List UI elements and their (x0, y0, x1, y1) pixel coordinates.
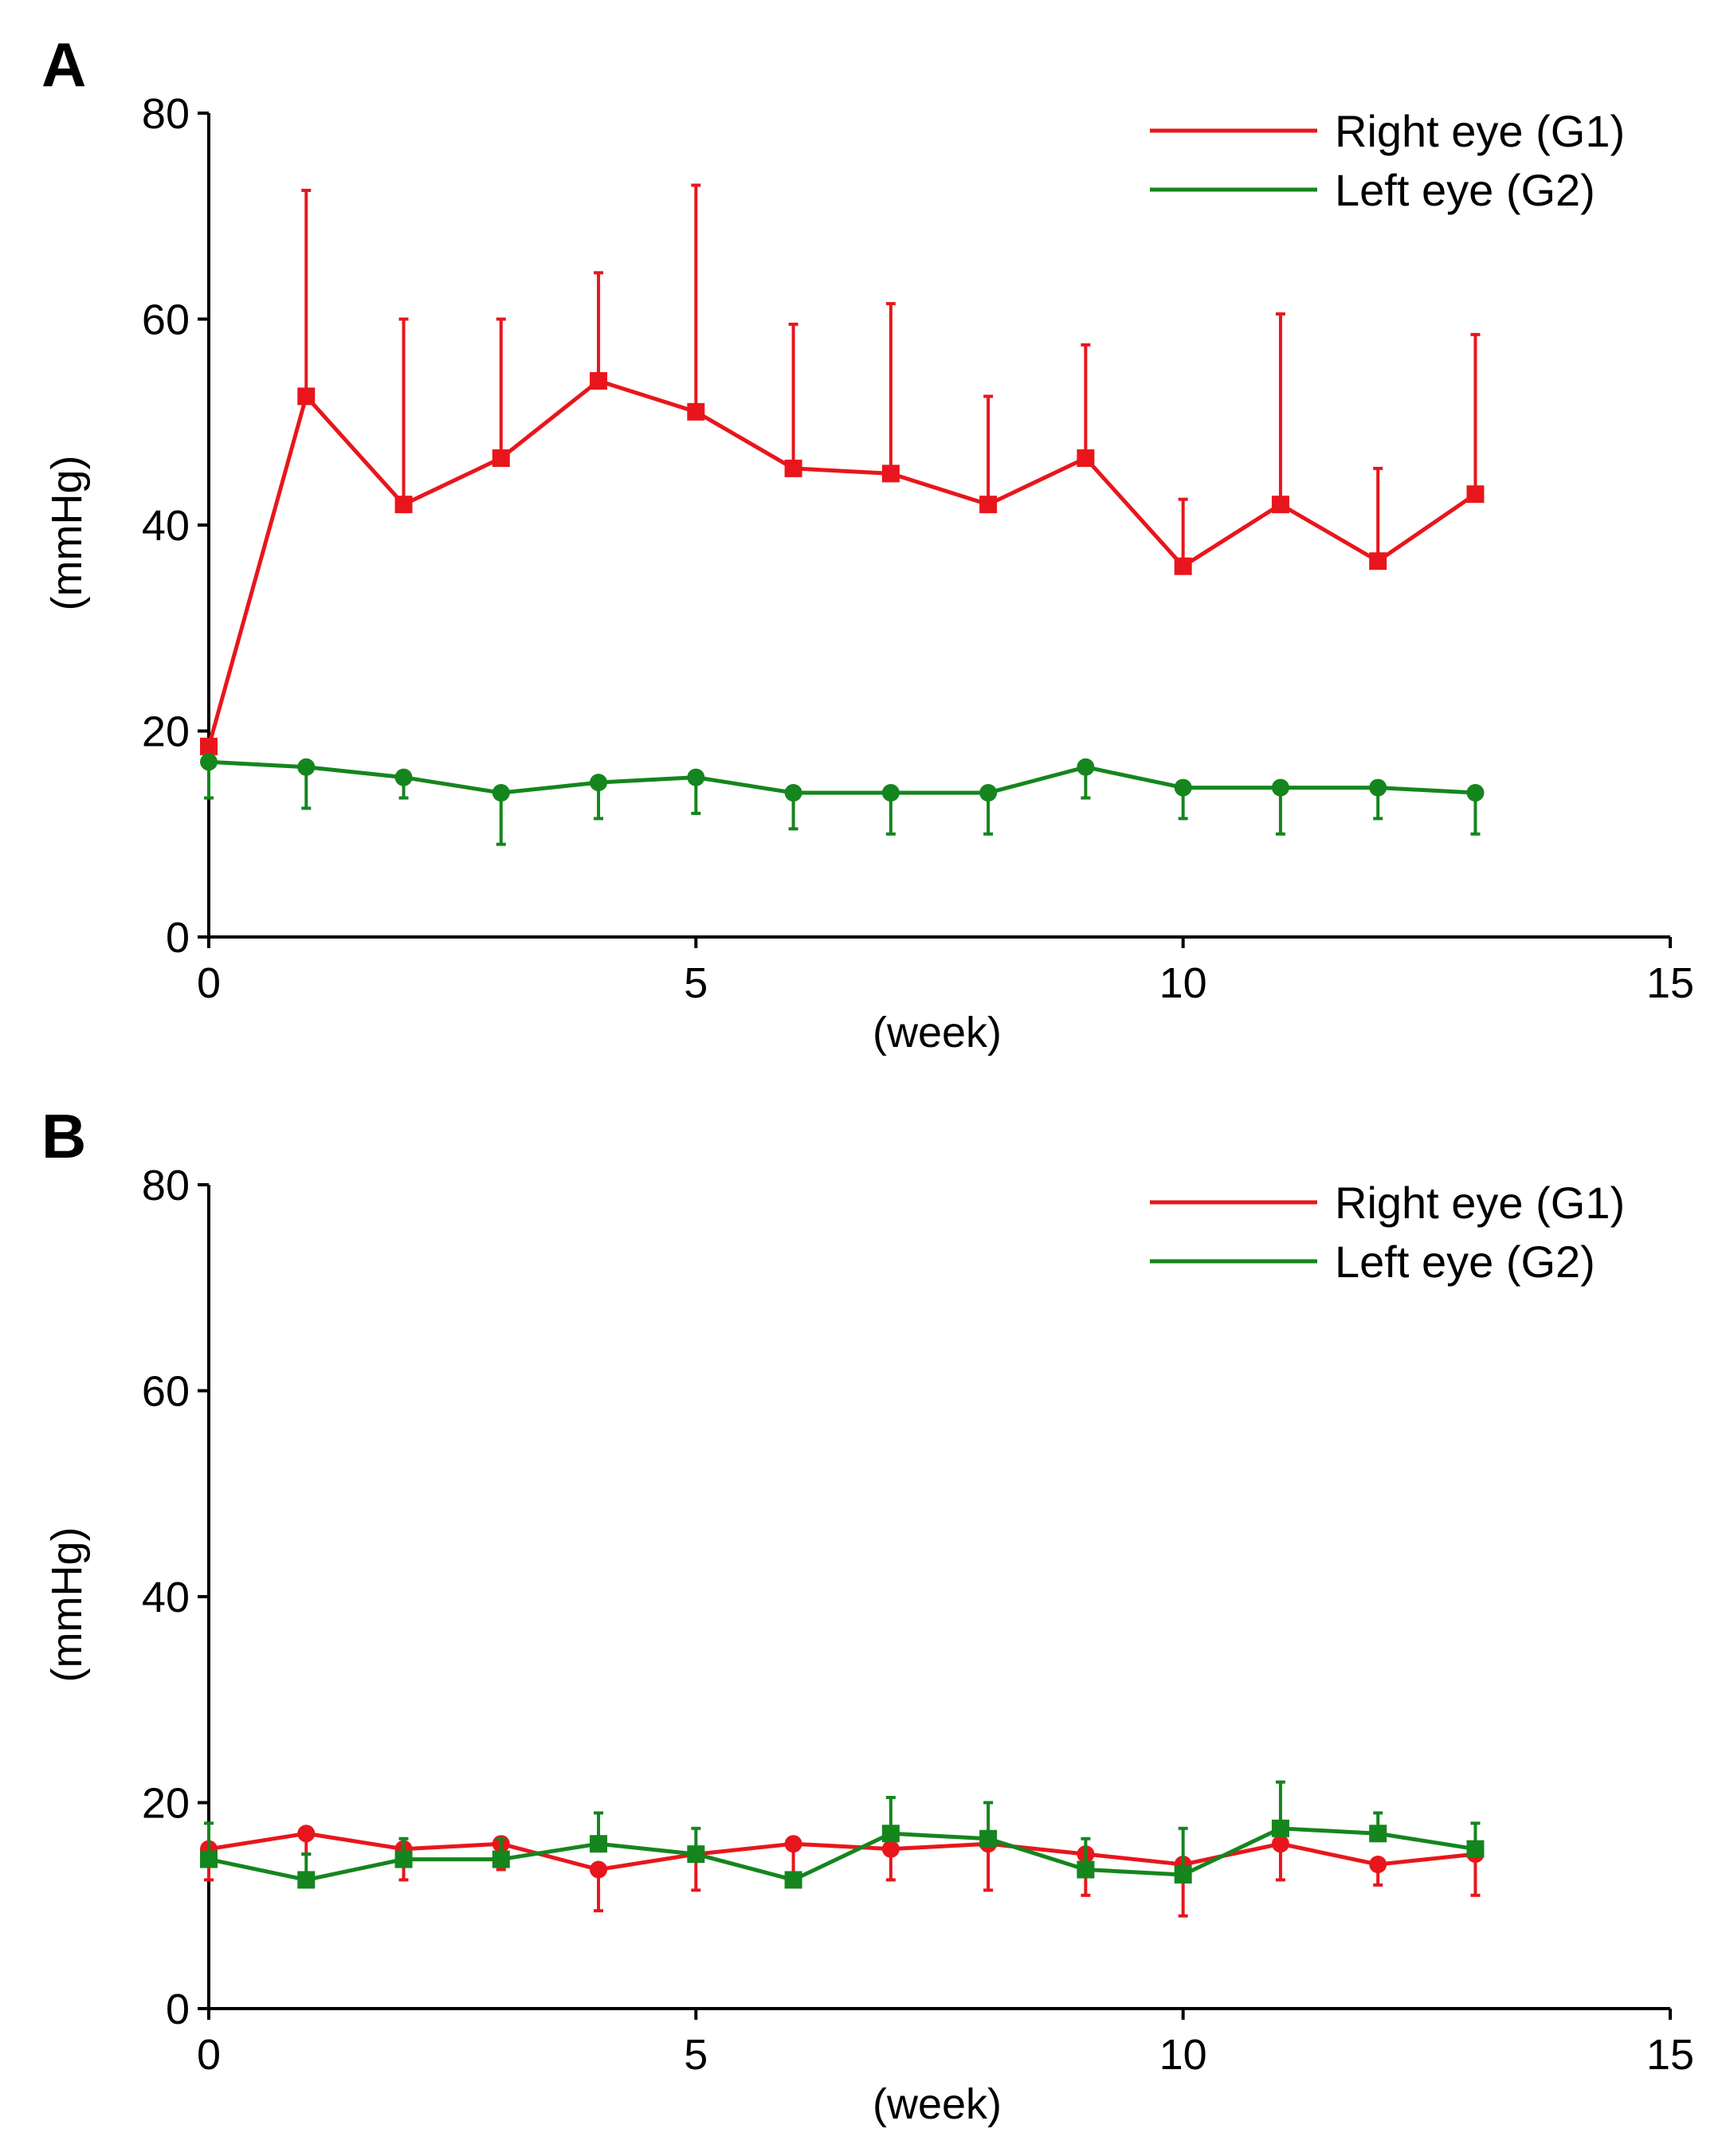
legend-label: Right eye (G1) (1335, 106, 1625, 156)
data-point (1369, 1825, 1387, 1843)
data-point (1077, 758, 1095, 776)
y-tick-label: 80 (142, 90, 190, 138)
x-tick-label: 15 (1646, 2031, 1694, 2079)
data-point (784, 459, 802, 477)
y-tick-label: 20 (142, 1780, 190, 1828)
data-point (492, 1850, 510, 1868)
series-line (208, 759, 1476, 795)
y-tick-label: 0 (166, 1985, 190, 2033)
data-point (881, 465, 900, 483)
series-right-eye (200, 1825, 1485, 1918)
series-line (206, 378, 1477, 747)
data-point (1369, 778, 1387, 797)
data-point (590, 372, 608, 390)
legend-label: Left eye (G2) (1335, 1237, 1595, 1287)
series-line (208, 1831, 1476, 1872)
panel-b: B 0 20 40 60 80 0 5 10 15 (week) (mmHg) Right eye (G… (41, 1101, 1694, 2128)
data-point (881, 1840, 900, 1858)
y-axis-label: (mmHg) (43, 1527, 91, 1683)
y-tick-label: 80 (142, 1162, 190, 1209)
data-point (979, 784, 998, 802)
series-left-eye (200, 1780, 1485, 1889)
data-point (492, 449, 510, 467)
data-point (784, 784, 802, 802)
x-tick-label: 10 (1159, 2031, 1207, 2079)
y-tick-label: 0 (166, 914, 190, 962)
x-axis-label: (week) (873, 1009, 1002, 1056)
panel-label: A (41, 29, 86, 100)
data-point (1466, 784, 1485, 802)
data-point (200, 737, 218, 755)
data-point (1369, 552, 1387, 570)
data-point (590, 1835, 608, 1853)
data-point (1466, 485, 1485, 504)
y-tick-label: 60 (142, 296, 190, 344)
y-tick-label: 20 (142, 708, 190, 756)
data-point (1174, 1865, 1192, 1884)
data-point (1174, 778, 1192, 797)
series-left-eye (200, 753, 1485, 846)
x-axis-label: (week) (873, 2080, 1002, 2128)
x-tick-label: 5 (684, 959, 708, 1007)
series-right-eye (200, 183, 1485, 755)
legend: Right eye (G1) Left eye (G2) (1150, 106, 1625, 215)
data-point (394, 768, 413, 786)
series-line (208, 1826, 1476, 1882)
panel-a: A 0 20 40 60 80 0 5 10 15 (week) (mmHg) Right eye (G… (41, 29, 1694, 1056)
data-point (590, 1860, 608, 1879)
data-point (1174, 557, 1192, 575)
data-point (1271, 496, 1289, 514)
data-point (1077, 1860, 1095, 1879)
data-point (687, 1845, 705, 1864)
y-tick-label: 40 (142, 502, 190, 550)
data-point (297, 758, 316, 776)
data-point (200, 1850, 218, 1868)
data-point (492, 784, 510, 802)
data-point (1271, 1835, 1289, 1853)
panel-label: B (41, 1101, 86, 1171)
data-point (687, 402, 705, 421)
data-point (979, 1829, 998, 1848)
x-tick-label: 0 (197, 2031, 221, 2079)
data-point (394, 496, 413, 514)
x-tick-label: 10 (1159, 959, 1207, 1007)
data-point (297, 387, 316, 406)
data-point (687, 768, 705, 786)
y-tick-label: 60 (142, 1368, 190, 1416)
data-point (1077, 449, 1095, 467)
data-point (200, 753, 218, 771)
data-point (394, 1850, 413, 1868)
data-point (881, 1825, 900, 1843)
y-axis-label: (mmHg) (43, 456, 91, 611)
legend-label: Right eye (G1) (1335, 1178, 1625, 1228)
x-tick-label: 5 (684, 2031, 708, 2079)
x-tick-label: 0 (197, 959, 221, 1007)
data-point (979, 496, 998, 514)
data-point (297, 1825, 316, 1843)
data-point (297, 1871, 316, 1889)
legend: Right eye (G1) Left eye (G2) (1150, 1178, 1625, 1287)
y-tick-label: 40 (142, 1574, 190, 1621)
data-point (881, 784, 900, 802)
legend-label: Left eye (G2) (1335, 165, 1595, 215)
data-point (784, 1835, 802, 1853)
data-point (590, 774, 608, 792)
data-point (1369, 1856, 1387, 1874)
data-point (1271, 1819, 1289, 1837)
data-point (1466, 1840, 1485, 1858)
data-point (1271, 778, 1289, 797)
x-tick-label: 15 (1646, 959, 1694, 1007)
data-point (784, 1871, 802, 1889)
